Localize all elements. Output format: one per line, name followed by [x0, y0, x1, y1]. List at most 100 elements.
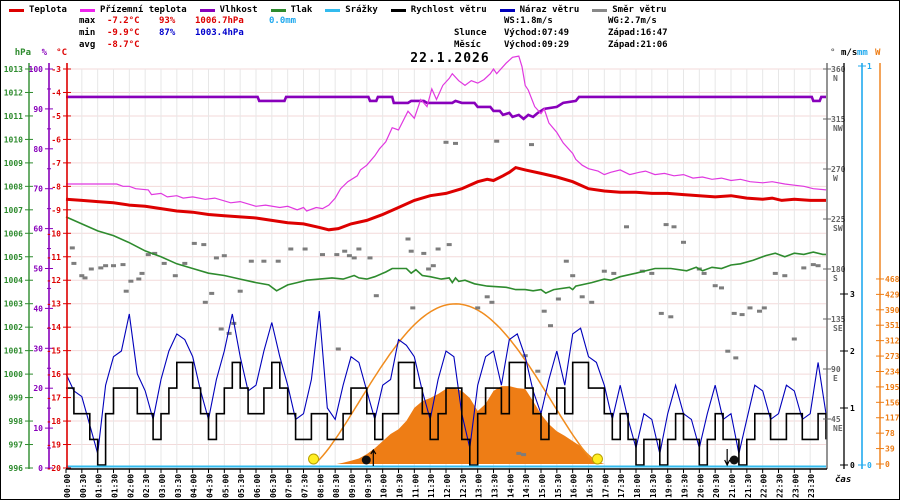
- svg-text:08:30: 08:30: [332, 474, 341, 498]
- svg-text:-9: -9: [51, 206, 61, 215]
- svg-text:-12: -12: [47, 276, 62, 285]
- legend-item-rychlost-v-tru[interactable]: Rychlost větru: [390, 5, 487, 15]
- legend-item-sm-r-v-tru[interactable]: Směr větru: [592, 5, 666, 15]
- svg-text:10: 10: [33, 424, 43, 433]
- svg-text:0: 0: [885, 460, 890, 469]
- legend-item-p-zemn-teplota[interactable]: Přízemní teplota: [79, 5, 187, 15]
- svg-text:-8: -8: [51, 182, 61, 191]
- legend-item-label: Rychlost větru: [410, 5, 487, 15]
- svg-text:%: %: [42, 48, 48, 58]
- svg-text:20:30: 20:30: [712, 474, 721, 498]
- svg-text:15:30: 15:30: [554, 474, 563, 498]
- svg-text:07:30: 07:30: [301, 474, 310, 498]
- svg-text:16:30: 16:30: [586, 474, 595, 498]
- stat-min-pressure: 1003.4hPa: [195, 28, 244, 38]
- sunset-icon: [591, 453, 603, 465]
- svg-text:05:00: 05:00: [221, 474, 230, 498]
- markers: [308, 448, 739, 467]
- svg-text:06:00: 06:00: [253, 474, 262, 498]
- moonset-icon: [729, 455, 739, 465]
- svg-text:360: 360: [831, 65, 846, 74]
- svg-text:195: 195: [885, 383, 900, 392]
- legend-item-label: Srážky: [345, 5, 378, 15]
- svg-text:20:00: 20:00: [696, 474, 705, 498]
- svg-text:04:30: 04:30: [206, 474, 215, 498]
- legend-item-vlhkost[interactable]: Vlhkost: [199, 5, 258, 15]
- svg-text:09:30: 09:30: [364, 474, 373, 498]
- svg-text:mm: mm: [857, 48, 868, 58]
- svg-text:-18: -18: [47, 417, 62, 426]
- svg-text:17:00: 17:00: [601, 474, 610, 498]
- svg-text:02:30: 02:30: [142, 474, 151, 498]
- svg-text:90: 90: [33, 105, 43, 114]
- svg-text:-15: -15: [47, 347, 62, 356]
- legend-item-tlak[interactable]: Tlak: [270, 5, 313, 15]
- svg-text:80: 80: [33, 145, 43, 154]
- svg-text:00:30: 00:30: [79, 474, 88, 498]
- svg-text:1003: 1003: [4, 300, 23, 309]
- svg-text:20: 20: [33, 384, 43, 393]
- time-axis-label: čas: [835, 474, 851, 485]
- legend-item-label: Přízemní teplota: [99, 5, 187, 15]
- svg-text:270: 270: [831, 165, 846, 174]
- stat-min-temp: -9.9°C: [107, 28, 140, 38]
- solar-radiation-area: [336, 386, 605, 464]
- svg-text:1004: 1004: [4, 276, 23, 285]
- svg-text:S: S: [833, 274, 838, 283]
- legend-item-sr-ky[interactable]: Srážky: [325, 5, 378, 15]
- svg-text:90: 90: [831, 365, 841, 374]
- axis-precip: 1 0 mm: [857, 48, 872, 470]
- svg-text:30: 30: [33, 344, 43, 353]
- svg-text:50: 50: [33, 265, 43, 274]
- svg-text:312: 312: [885, 337, 900, 346]
- humidity-line: [66, 95, 826, 121]
- legend-swatch-icon: [79, 8, 95, 12]
- svg-text:70: 70: [33, 185, 43, 194]
- legend-swatch-icon: [499, 8, 515, 12]
- svg-text:1002: 1002: [4, 323, 23, 332]
- svg-text:0: 0: [850, 461, 855, 470]
- axis-temperature: -3 -4 -5 -6 -7 -8 -9 -10 -11 -12 -13 -14 -15 -16 -17 -1…: [47, 48, 71, 473]
- svg-text:1006: 1006: [4, 229, 23, 238]
- stat-max-pressure: 1006.7hPa: [195, 16, 244, 26]
- legend-item-label: Vlhkost: [219, 5, 258, 15]
- svg-text:21:00: 21:00: [728, 474, 737, 498]
- svg-text:351: 351: [885, 321, 900, 330]
- svg-text:996: 996: [9, 464, 24, 473]
- svg-text:1005: 1005: [4, 253, 23, 262]
- ground-temperature-line: [66, 55, 827, 212]
- legend-item-label: Tlak: [290, 5, 313, 15]
- svg-text:10:00: 10:00: [380, 474, 389, 498]
- svg-text:-19: -19: [47, 441, 62, 450]
- svg-text:04:00: 04:00: [190, 474, 199, 498]
- svg-text:07:00: 07:00: [285, 474, 294, 498]
- svg-text:-5: -5: [51, 112, 61, 121]
- svg-text:60: 60: [33, 225, 43, 234]
- svg-text:hPa: hPa: [15, 48, 31, 58]
- svg-text:273: 273: [885, 352, 900, 361]
- svg-text:1001: 1001: [4, 347, 23, 356]
- svg-text:39: 39: [885, 445, 895, 454]
- stat-min-label: min: [79, 28, 96, 38]
- svg-text:13:00: 13:00: [475, 474, 484, 498]
- legend-item-teplota[interactable]: Teplota: [9, 5, 67, 15]
- svg-text:-4: -4: [51, 88, 61, 97]
- svg-text:-13: -13: [47, 300, 62, 309]
- svg-text:SE: SE: [833, 324, 843, 333]
- svg-text:17:30: 17:30: [617, 474, 626, 498]
- svg-text:1013: 1013: [4, 65, 23, 74]
- svg-text:19:30: 19:30: [681, 474, 690, 498]
- svg-text:998: 998: [9, 417, 24, 426]
- svg-text:1000: 1000: [4, 370, 23, 379]
- svg-text:1: 1: [867, 62, 872, 71]
- svg-text:14:30: 14:30: [522, 474, 531, 498]
- stat-min-humidity: 87%: [159, 28, 176, 38]
- legend-item-n-raz-v-tru[interactable]: Náraz větru: [499, 5, 579, 15]
- solar-theoretical-curve: [313, 303, 596, 465]
- sun-label: Slunce: [454, 28, 487, 38]
- svg-text:225: 225: [831, 215, 846, 224]
- svg-text:NE: NE: [833, 424, 843, 433]
- stats-summary: max -7.2°C 93% 1006.7hPa 0.0mm min -9.9°…: [79, 16, 315, 51]
- legend-swatch-icon: [325, 8, 341, 12]
